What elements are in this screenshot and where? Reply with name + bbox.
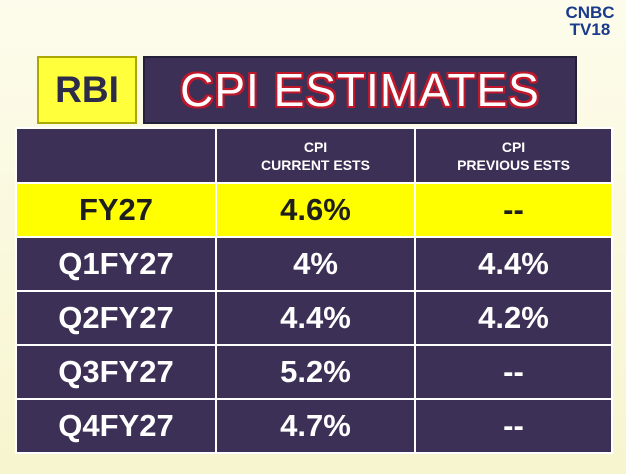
row-current: 5.2% (215, 344, 416, 400)
logo-line-1: CNBC (565, 3, 615, 22)
row-previous: -- (414, 398, 613, 454)
header-previous-line1: CPI (501, 138, 526, 155)
row-period: Q4FY27 (15, 398, 217, 454)
header-previous-ests: CPI PREVIOUS ESTS (414, 127, 613, 184)
row-period: Q3FY27 (15, 344, 217, 400)
table-row-q1fy27: Q1FY27 4% 4.4% (15, 236, 613, 292)
row-period: Q1FY27 (15, 236, 217, 292)
row-previous: 4.2% (414, 290, 613, 346)
table-header-row: CPI CURRENT ESTS CPI PREVIOUS ESTS (15, 127, 613, 184)
row-current: 4.6% (215, 182, 416, 238)
header-current-ests: CPI CURRENT ESTS (215, 127, 416, 184)
logo-line-2: TV18 (569, 20, 611, 39)
cnbc-tv18-logo: CNBC TV18 (562, 4, 618, 38)
table-row-q2fy27: Q2FY27 4.4% 4.2% (15, 290, 613, 346)
row-previous: 4.4% (414, 236, 613, 292)
header-empty-cell (15, 127, 217, 184)
header-current-line2: CURRENT ESTS (261, 156, 370, 173)
row-previous: -- (414, 344, 613, 400)
row-period: Q2FY27 (15, 290, 217, 346)
cpi-estimates-table: CPI CURRENT ESTS CPI PREVIOUS ESTS FY27 … (15, 127, 613, 454)
page-title: CPI ESTIMATES (143, 56, 577, 124)
row-current: 4.4% (215, 290, 416, 346)
table-row-q4fy27: Q4FY27 4.7% -- (15, 398, 613, 454)
row-current: 4.7% (215, 398, 416, 454)
table-row-q3fy27: Q3FY27 5.2% -- (15, 344, 613, 400)
row-previous: -- (414, 182, 613, 238)
row-current: 4% (215, 236, 416, 292)
header-previous-line2: PREVIOUS ESTS (457, 156, 570, 173)
row-period: FY27 (15, 182, 217, 238)
rbi-tag: RBI (37, 56, 137, 124)
table-row-fy27: FY27 4.6% -- (15, 182, 613, 238)
header-current-line1: CPI (303, 138, 328, 155)
